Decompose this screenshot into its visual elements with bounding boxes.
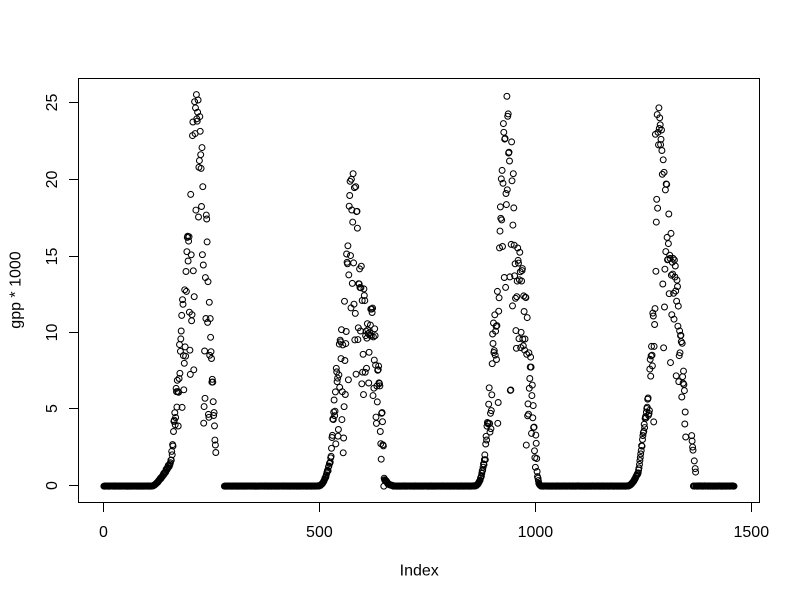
svg-text:500: 500: [306, 524, 333, 541]
svg-text:0: 0: [44, 481, 61, 490]
svg-text:1500: 1500: [734, 524, 770, 541]
svg-text:Index: Index: [400, 563, 439, 580]
svg-text:15: 15: [44, 248, 61, 266]
svg-text:5: 5: [44, 404, 61, 413]
svg-text:0: 0: [99, 524, 108, 541]
svg-text:gpp * 1000: gpp * 1000: [8, 251, 25, 329]
svg-text:10: 10: [44, 324, 61, 342]
svg-text:1000: 1000: [518, 524, 554, 541]
svg-text:25: 25: [44, 94, 61, 112]
svg-text:20: 20: [44, 171, 61, 189]
